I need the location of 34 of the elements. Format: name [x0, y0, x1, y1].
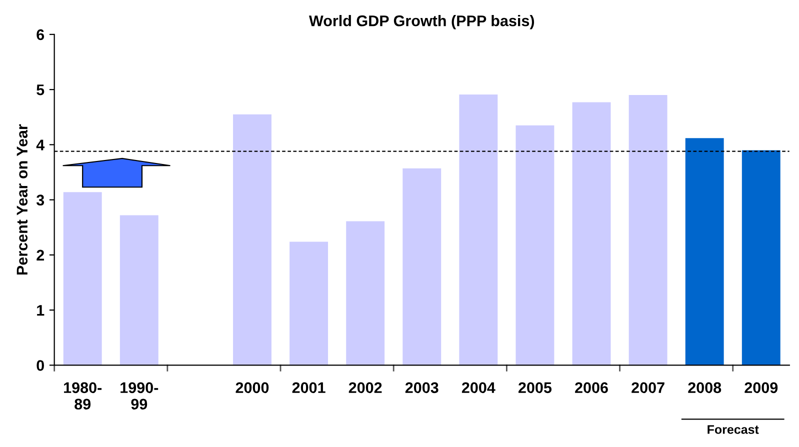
bar	[572, 102, 611, 366]
x-tick-label: 2008	[688, 382, 722, 394]
bar	[628, 95, 668, 366]
x-tick-label: 2006	[575, 382, 608, 394]
bar	[402, 168, 442, 366]
x-tick-label: 2003	[405, 382, 438, 394]
text: Forecast	[708, 425, 759, 434]
bar	[685, 138, 724, 366]
y-tick-label: 3	[36, 194, 44, 206]
bar	[233, 114, 272, 366]
chart-title: World GDP Growth (PPP basis)	[308, 15, 534, 30]
x-tick-label: 2005	[518, 382, 552, 394]
bar	[120, 215, 158, 366]
bar	[63, 192, 102, 366]
x-tick-label: 2000	[236, 382, 269, 394]
y-tick-label: 0	[36, 360, 44, 371]
bar	[742, 150, 780, 366]
bar	[346, 221, 385, 366]
x-tick-label: 2001	[292, 382, 326, 394]
y-tick-label: 1	[37, 305, 44, 316]
y-tick-label: 6	[36, 29, 44, 40]
x-tick-label: 2009	[744, 382, 778, 394]
x-tick-label: 2004	[462, 382, 496, 394]
y-tick-label: 5	[36, 84, 44, 96]
x-tick-label: 2002	[348, 382, 382, 394]
y-axis-title: Percent Year on Year	[16, 124, 28, 275]
y-tick-label: 2	[36, 250, 44, 260]
y-tick-label: 4	[36, 140, 45, 150]
x-tick-label: 1990- 99	[120, 382, 158, 410]
bar	[516, 125, 554, 366]
bar	[459, 94, 498, 366]
x-tick-label: 1980- 89	[64, 382, 102, 410]
x-tick-label: 2007	[632, 382, 664, 394]
bar	[290, 242, 328, 366]
